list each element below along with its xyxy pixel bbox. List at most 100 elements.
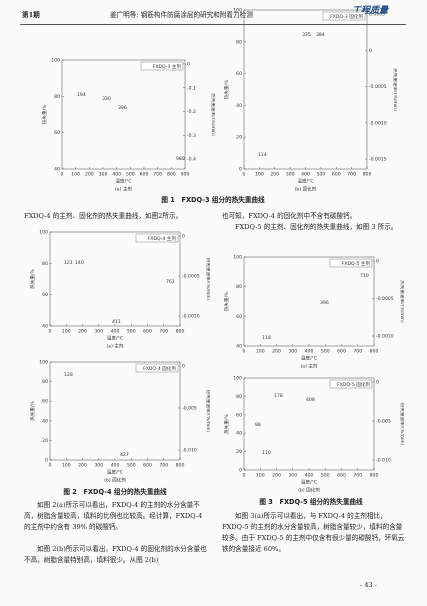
y-tick-label: 80 [236, 394, 242, 400]
x-tick-label: 300 [94, 463, 103, 469]
x-tick-label: 400 [305, 349, 314, 355]
y2-axis-label: 热失重速率/(%/min) [399, 403, 404, 446]
x-tick-label: 200 [270, 172, 279, 178]
annotation: 118 [262, 335, 271, 341]
y2-tick-label: -0.005 [376, 419, 391, 425]
y-axis-label: 热失重/% [29, 269, 36, 289]
y-tick-label: 100 [39, 230, 48, 236]
figure: 121 140 411 761 0 100 200 300 400 500 600 700 80… [29, 230, 210, 350]
x-tick-label: 500 [127, 463, 136, 469]
caption: 图 1 FXDQ-3 组分的热失重曲线 [161, 196, 265, 204]
y2-tick-label: 0 [182, 364, 185, 370]
caption: 图 3 FXDQ-5 组分的热失重曲线 [259, 498, 363, 506]
x-tick-label: 800 [370, 473, 379, 479]
y2-axis-label: 热失重速率/(%/min) [205, 390, 210, 433]
annotation: 121 [64, 260, 73, 266]
x-tick-label: 500 [127, 329, 136, 335]
y2-tick-label: -0.010 [376, 458, 391, 464]
x-tick-label: 200 [272, 473, 281, 479]
y-axis-label: 热失重/% [223, 414, 230, 434]
y-tick-label: 0 [239, 468, 242, 474]
annotation: 710 [360, 273, 369, 279]
x-tick-label: 500 [126, 172, 135, 178]
x-tick-label: 700 [353, 349, 362, 355]
paragraph: 如图 2(a)所示可以看出，FXDQ-4 的主剂的水分含量不高，树脂含量较高，填… [24, 501, 203, 531]
x-tick-label: 200 [272, 349, 281, 355]
annotation: 330 [102, 96, 111, 102]
y-axis-label: 热失重/% [29, 401, 36, 421]
running-title: 姜广明等: 钢筋构件防腐涂层的研究和附着力检测 [110, 11, 253, 19]
y-tick-label: 60 [54, 130, 60, 136]
sub-caption: (a) 主剂 [115, 186, 132, 193]
x-tick-label: 600 [143, 329, 152, 335]
y2-tick-label: -0.0010 [376, 334, 394, 340]
plot-frame [49, 231, 181, 327]
y2-tick-label: -0.010 [182, 448, 197, 454]
y2-tick-label: -0.005 [182, 406, 197, 412]
x-tick-label: 100 [62, 329, 71, 335]
paragraph: 如图 2(b)所示可以看出，FXDQ-4 的固化剂的水分含量也不高，树脂含量特别… [24, 545, 207, 564]
x-tick-label: 700 [159, 329, 168, 335]
y-tick-label: 80 [236, 284, 242, 290]
annotation: 761 [166, 279, 175, 285]
x-tick-label: 600 [337, 473, 346, 479]
annotation: 194 [77, 92, 86, 98]
x-tick-label: 200 [78, 329, 87, 335]
x-tick-label: 800 [370, 349, 379, 355]
annotation: 408 [306, 397, 315, 403]
x-tick-label: 100 [71, 172, 80, 178]
x-tick-label: 700 [347, 172, 356, 178]
x-tick-label: 0 [243, 172, 246, 178]
x-axis-label: 温度/°C [115, 178, 131, 185]
y-tick-label: 0 [239, 167, 242, 173]
x-tick-label: 600 [337, 349, 346, 355]
sub-caption: (b) 固化剂 [104, 477, 126, 484]
figure: 178 408 88 110 0 100 200 300 400 500 600 700 800… [223, 376, 404, 494]
x-tick-label: 100 [256, 473, 265, 479]
x-axis-label: 温度/°C [301, 355, 317, 362]
x-tick-label: 400 [111, 329, 120, 335]
y2-tick-label: 0 [376, 380, 379, 386]
figure: 118 396 710 0 100 200 300 400 500 600 700 800406… [223, 255, 404, 370]
y-axis-label: 热失重/% [223, 79, 230, 99]
annotation: 411 [112, 319, 121, 325]
y2-axis-label: 热失重速率/(%/min) [205, 258, 210, 301]
issue: 第1期 [22, 11, 40, 19]
x-tick-label: 300 [288, 473, 297, 479]
y2-tick-label: 0 [182, 234, 185, 240]
y-tick-label: 80 [54, 94, 60, 100]
y2-tick-label: -0.2 [187, 109, 196, 115]
y-tick-label: 20 [42, 438, 48, 444]
y-tick-label: 60 [236, 314, 242, 320]
plot-frame [243, 377, 375, 471]
caption: 图 2 FXDQ-4 组分的热失重曲线 [63, 488, 167, 496]
y-tick-label: 40 [236, 103, 242, 109]
y-tick-label: 20 [236, 135, 242, 141]
page-number: - 43 - [360, 581, 378, 589]
figure: 335 384 114 0 100 200 300 400 500 600 700 800020… [223, 8, 397, 193]
annotation: 396 [118, 105, 127, 111]
y2-tick-label: -0.4 [187, 157, 196, 163]
x-tick-label: 200 [85, 172, 94, 178]
annotation: 384 [316, 32, 325, 38]
y-tick-label: 60 [42, 292, 48, 298]
y-tick-label: 100 [51, 58, 60, 64]
sub-caption: (a) 主剂 [300, 363, 317, 370]
x-tick-label: 400 [111, 463, 120, 469]
x-tick-label: 100 [62, 463, 71, 469]
plot-frame [243, 256, 375, 347]
x-axis-label: 温度/°C [301, 479, 317, 486]
x-tick-label: 700 [353, 473, 362, 479]
annotation: 178 [274, 393, 283, 399]
x-tick-label: 300 [286, 172, 295, 178]
figure: 128 427 0 100 200 300 400 500 600 700 8000204060… [29, 360, 210, 484]
x-axis-label: 温度/°C [107, 469, 123, 476]
annotation: 140 [75, 260, 84, 266]
legend-entry: FXDQ-3 固化剂 [330, 13, 363, 20]
x-tick-label: 100 [255, 172, 264, 178]
y2-tick-label: 0 [187, 62, 190, 68]
x-tick-label: 700 [153, 172, 162, 178]
y-tick-label: 40 [236, 431, 242, 437]
y-axis-label: 热失重/% [223, 291, 230, 311]
